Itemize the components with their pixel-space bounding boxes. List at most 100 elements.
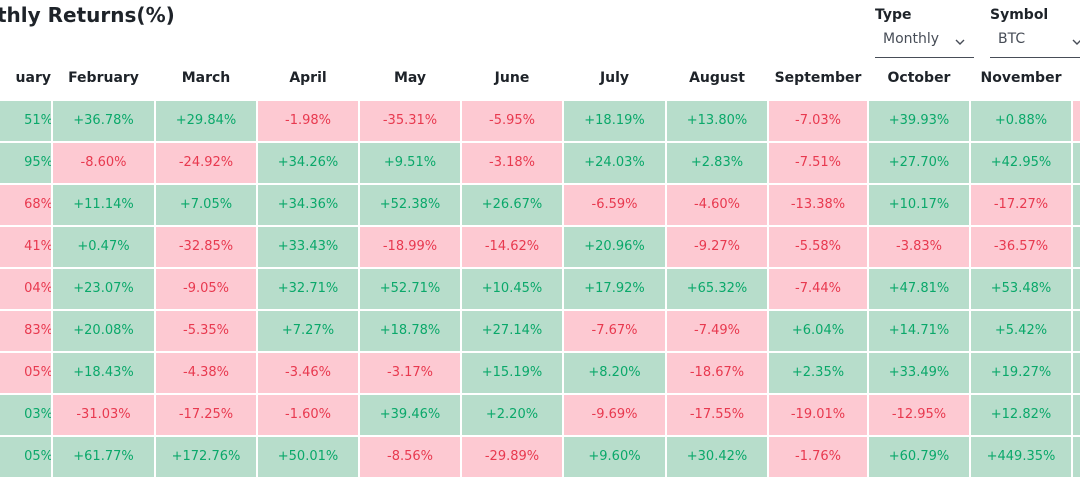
return-cell	[1073, 437, 1080, 477]
return-cell: +27.70%	[869, 143, 969, 183]
return-cell: 03%	[0, 395, 51, 435]
symbol-label: Symbol	[990, 7, 1049, 23]
return-value: -14.62%	[484, 239, 540, 254]
type-select[interactable]: Monthly	[875, 28, 974, 58]
return-value: +42.95%	[990, 155, 1052, 170]
return-value: -7.49%	[694, 323, 740, 338]
return-value: -13.38%	[790, 197, 846, 212]
return-cell: -31.03%	[53, 395, 154, 435]
return-cell: 68%	[0, 185, 51, 225]
return-cell: +19.27%	[971, 353, 1071, 393]
return-cell: +172.76%	[156, 437, 256, 477]
return-cell: 41%	[0, 227, 51, 267]
return-value: +14.71%	[888, 323, 950, 338]
return-value: -1.60%	[285, 407, 331, 422]
column-header: March	[181, 70, 231, 86]
return-value: +61.77%	[73, 449, 134, 464]
return-cell	[1073, 353, 1080, 393]
return-cell: -29.89%	[462, 437, 562, 477]
return-value: +60.79%	[888, 449, 950, 464]
return-cell: +12.82%	[971, 395, 1071, 435]
return-cell: +7.27%	[258, 311, 358, 351]
return-cell: +20.96%	[564, 227, 665, 267]
column-header: May	[393, 70, 427, 86]
return-cell: +20.08%	[53, 311, 154, 351]
return-cell: +52.71%	[360, 269, 460, 309]
return-value: +18.19%	[584, 113, 645, 128]
return-value: +53.48%	[990, 281, 1052, 296]
return-cell: +61.77%	[53, 437, 154, 477]
table-row: 83% +20.08% -5.35% +7.27% +18.78% +27.14% -7.6…	[0, 311, 1080, 351]
return-value: +17.92%	[584, 281, 645, 296]
chevron-down-icon	[1072, 39, 1080, 45]
return-cell	[1073, 143, 1080, 183]
column-header: April	[289, 70, 327, 86]
return-cell: +0.47%	[53, 227, 154, 267]
return-value: +0.47%	[77, 239, 130, 254]
return-cell: +36.78%	[53, 101, 154, 141]
return-value: -17.27%	[993, 197, 1049, 212]
return-value: -32.85%	[178, 239, 234, 254]
return-cell: 05%	[0, 353, 51, 393]
return-value: -1.98%	[285, 113, 331, 128]
return-cell: +53.48%	[971, 269, 1071, 309]
return-value: +27.70%	[888, 155, 950, 170]
return-cell: -9.69%	[564, 395, 665, 435]
return-cell: -17.55%	[667, 395, 767, 435]
return-cell: +34.26%	[258, 143, 358, 183]
return-cell: -19.01%	[769, 395, 867, 435]
return-value: -36.57%	[993, 239, 1049, 254]
return-value: +30.42%	[686, 449, 748, 464]
return-cell: +33.43%	[258, 227, 358, 267]
column-header: July	[599, 70, 630, 86]
table-row: 68% +11.14% +7.05% +34.36% +52.38% +26.67% -6.…	[0, 185, 1080, 225]
chevron-down-icon	[955, 39, 965, 45]
return-cell: -7.49%	[667, 311, 767, 351]
return-value: -3.83%	[896, 239, 942, 254]
return-value: +65.32%	[686, 281, 748, 296]
return-cell: +47.81%	[869, 269, 969, 309]
return-value: -7.51%	[795, 155, 841, 170]
table-header: uary February March April May June July …	[0, 60, 1080, 96]
return-cell: +29.84%	[156, 101, 256, 141]
return-cell	[1073, 185, 1080, 225]
return-value: -31.03%	[76, 407, 131, 422]
return-cell: +52.38%	[360, 185, 460, 225]
return-cell: -24.92%	[156, 143, 256, 183]
return-value: +172.76%	[171, 449, 241, 464]
type-label: Type	[875, 7, 912, 23]
return-value: -7.03%	[795, 113, 841, 128]
return-value: -4.60%	[694, 197, 740, 212]
return-value: +2.20%	[485, 407, 539, 422]
return-cell: 04%	[0, 269, 51, 309]
return-value: 04%	[24, 281, 51, 296]
return-value: +34.36%	[277, 197, 339, 212]
symbol-select[interactable]: BTC	[990, 28, 1080, 58]
return-cell: +14.71%	[869, 311, 969, 351]
return-value: -17.25%	[178, 407, 234, 422]
return-cell: +39.46%	[360, 395, 460, 435]
return-cell: +0.88%	[971, 101, 1071, 141]
return-cell: +15.19%	[462, 353, 562, 393]
return-value: +10.45%	[481, 281, 543, 296]
return-value: +47.81%	[888, 281, 950, 296]
return-cell: -6.59%	[564, 185, 665, 225]
return-value: +20.96%	[584, 239, 645, 254]
return-value: -5.95%	[489, 113, 535, 128]
return-cell: -4.60%	[667, 185, 767, 225]
return-value: +39.93%	[888, 113, 950, 128]
return-value: -35.31%	[382, 113, 438, 128]
return-cell: +18.19%	[564, 101, 665, 141]
return-value: -12.95%	[891, 407, 947, 422]
return-value: -9.69%	[591, 407, 638, 422]
return-value: +449.35%	[986, 449, 1056, 464]
return-cell: +50.01%	[258, 437, 358, 477]
type-select-value: Monthly	[883, 31, 940, 47]
return-cell: -13.38%	[769, 185, 867, 225]
return-value: -6.59%	[591, 197, 638, 212]
return-cell: +32.71%	[258, 269, 358, 309]
return-cell: +8.20%	[564, 353, 665, 393]
return-value: +27.14%	[481, 323, 543, 338]
return-value: +9.51%	[383, 155, 437, 170]
return-value: +7.05%	[179, 197, 233, 212]
